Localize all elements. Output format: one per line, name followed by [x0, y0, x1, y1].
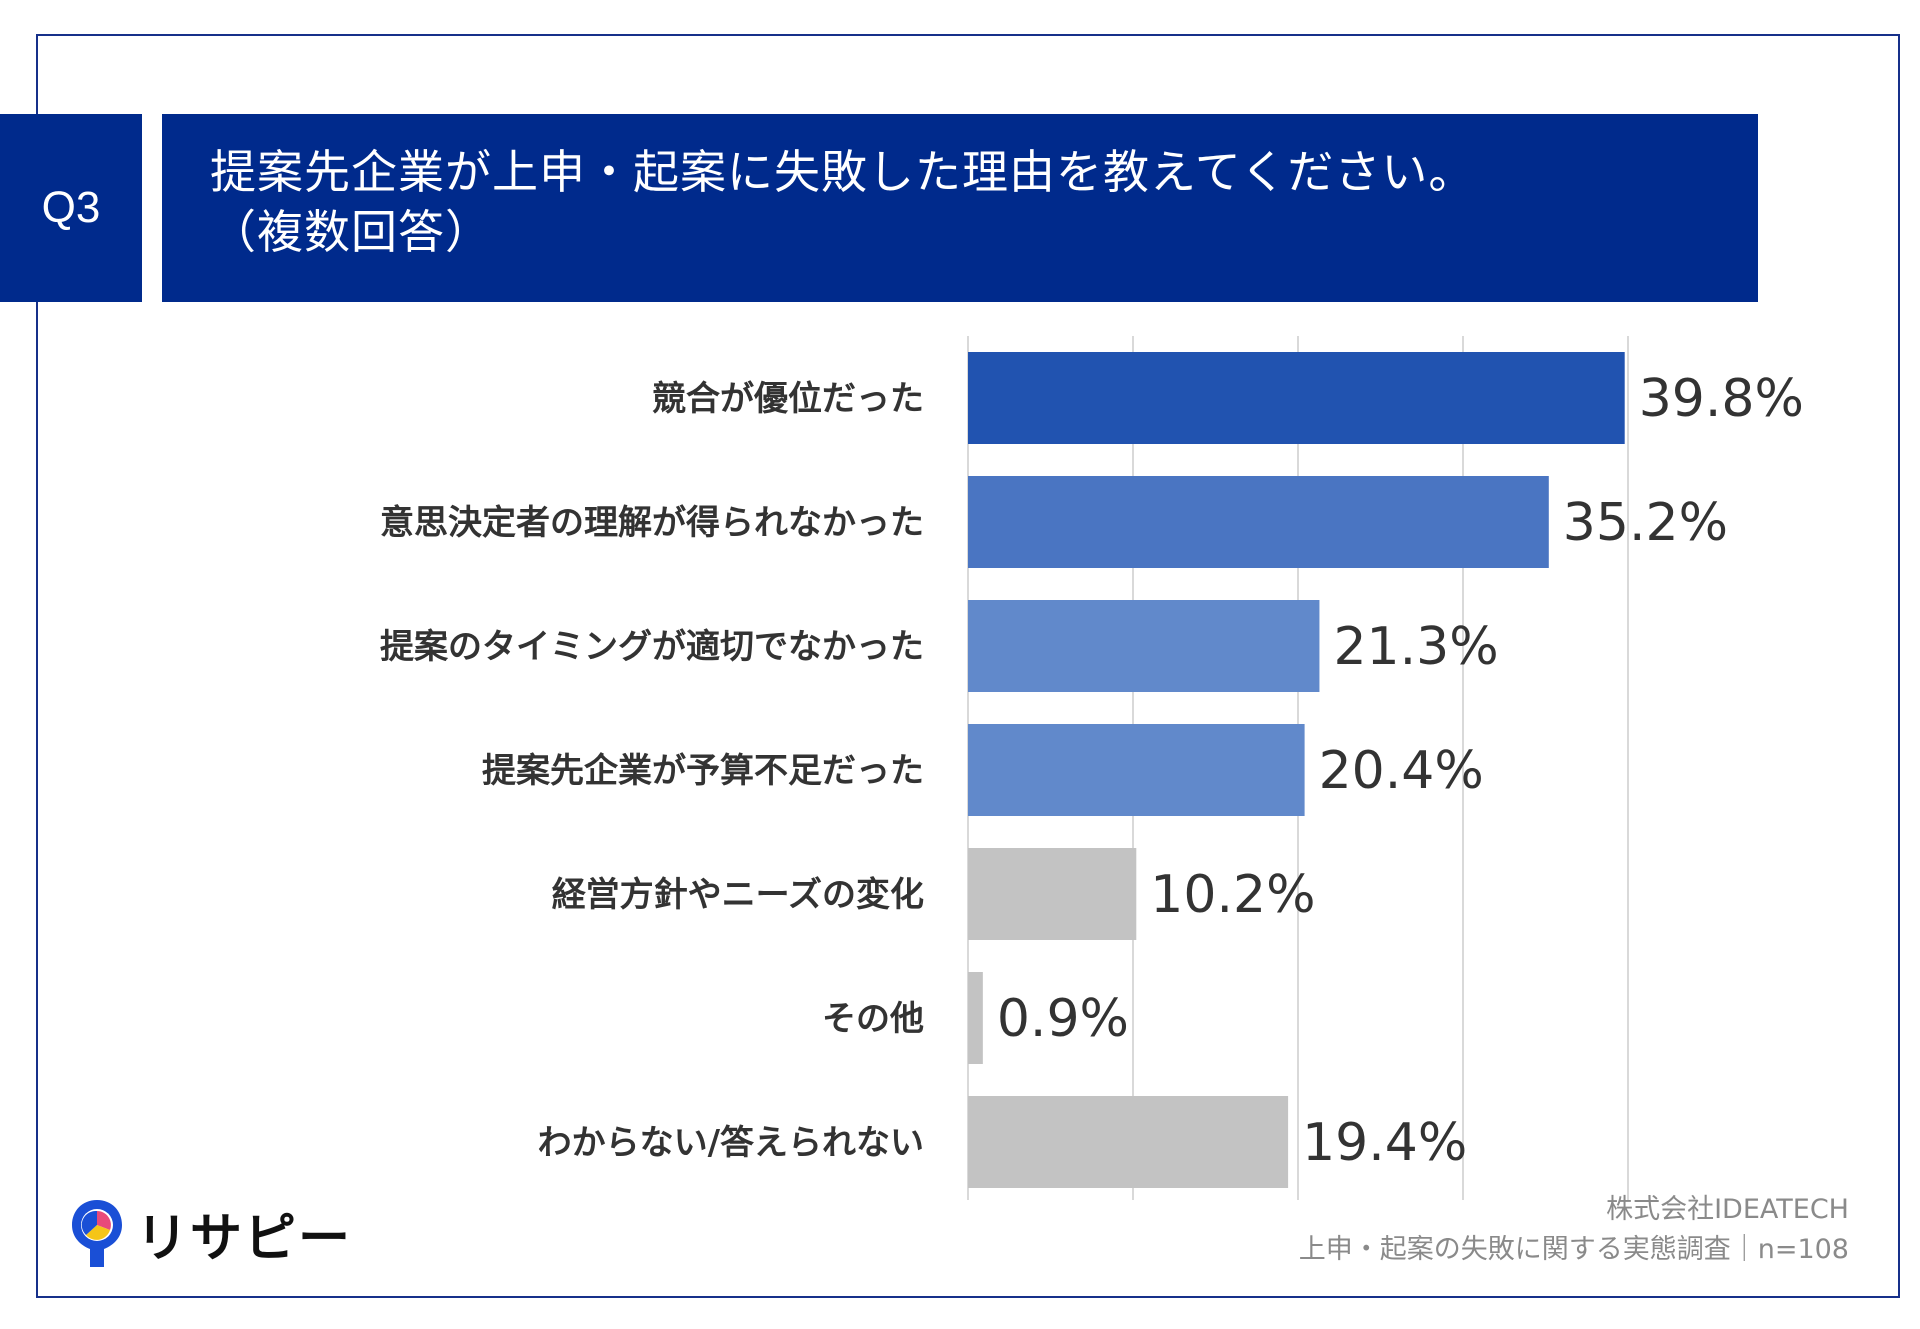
chart-frame — [36, 34, 1900, 1298]
bar — [968, 724, 1305, 816]
bar — [968, 600, 1320, 692]
bar — [968, 352, 1625, 444]
title-banner: 提案先企業が上申・起案に失敗した理由を教えてください。 （複数回答） — [162, 114, 1758, 302]
value-label: 20.4% — [1319, 741, 1484, 801]
category-label: 経営方針やニーズの変化 — [552, 875, 924, 915]
value-label: 0.9% — [997, 989, 1129, 1049]
category-label: 意思決定者の理解が得られなかった — [380, 503, 924, 543]
category-label: わからない/答えられない — [538, 1123, 924, 1163]
bar — [968, 848, 1137, 940]
value-label: 10.2% — [1150, 865, 1315, 925]
category-label: 提案先企業が予算不足だった — [482, 751, 924, 791]
logo: リサピー — [68, 1196, 352, 1271]
value-label: 35.2% — [1563, 493, 1728, 553]
logo-text: リサピー — [136, 1209, 353, 1269]
category-label: その他 — [822, 999, 924, 1039]
footer-survey: 上申・起案の失敗に関する実態調査｜n=108 — [1298, 1234, 1849, 1265]
footer-company: 株式会社IDEATECH — [1606, 1194, 1849, 1225]
bar — [968, 1096, 1289, 1188]
title-line-1: 提案先企業が上申・起案に失敗した理由を教えてください。 — [210, 145, 1476, 199]
category-label: 競合が優位だった — [652, 379, 924, 419]
bar — [968, 972, 983, 1064]
bar — [968, 476, 1549, 568]
question-badge: Q3 — [0, 114, 142, 302]
title-line-2: （複数回答） — [210, 205, 492, 259]
pin-icon — [72, 1199, 122, 1267]
category-label: 提案のタイミングが適切でなかった — [380, 627, 924, 667]
value-label: 39.8% — [1639, 369, 1804, 429]
footer: 株式会社IDEATECH 上申・起案の失敗に関する実態調査｜n=108 — [1299, 1190, 1849, 1270]
value-label: 21.3% — [1333, 617, 1498, 677]
value-label: 19.4% — [1302, 1113, 1467, 1173]
